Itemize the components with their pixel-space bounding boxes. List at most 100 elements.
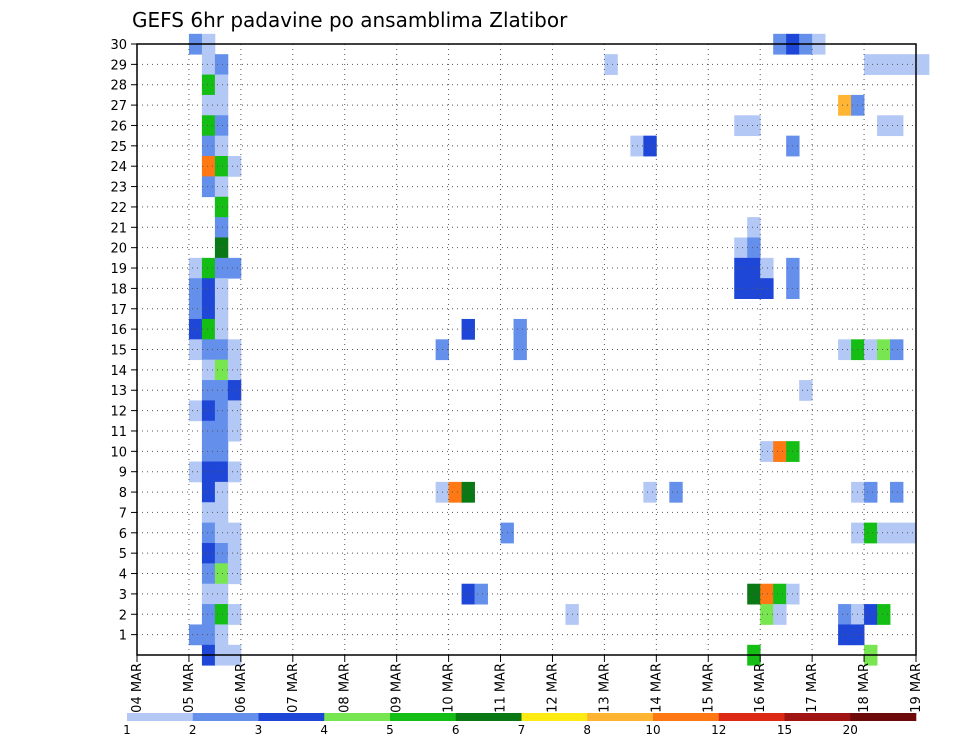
x-tick-label: 18 MAR (857, 663, 872, 713)
heatmap-cell (201, 278, 216, 299)
y-tick-label: 3 (119, 588, 127, 603)
heatmap-cell (214, 94, 229, 116)
heatmap-cell (747, 217, 761, 238)
y-tick-label: 27 (110, 99, 127, 114)
heatmap-cell (760, 441, 774, 462)
heatmap-cell (838, 339, 852, 361)
heatmap-cell (188, 624, 203, 646)
x-tick-label: 13 MAR (597, 663, 612, 713)
heatmap-cell (747, 257, 761, 279)
y-tick-label: 26 (110, 119, 127, 134)
heatmap-cell (201, 74, 216, 96)
heatmap-cell (214, 196, 229, 218)
heatmap-cell (201, 318, 216, 340)
heatmap-cell (214, 115, 229, 137)
y-tick-label: 30 (110, 38, 127, 53)
heatmap-cell (214, 257, 229, 279)
x-axis: 04 MAR 05 MAR 06 MAR 07 MAR 08 MAR 09 MAR 10 M… (130, 655, 924, 713)
heatmap-cell (214, 217, 229, 238)
y-tick-label: 5 (119, 547, 127, 562)
colorbar-label: 20 (843, 723, 858, 737)
heatmap-cell (227, 461, 242, 483)
heatmap-cell (214, 278, 229, 299)
heatmap-cell (214, 624, 229, 646)
y-tick-label: 4 (119, 568, 127, 583)
chart-title: GEFS 6hr padavine po ansamblima Zlatibor (132, 8, 568, 32)
heatmap-cell (188, 461, 203, 483)
heatmap-cell (201, 339, 216, 361)
heatmap-cell (773, 604, 787, 625)
heatmap-cell (760, 604, 774, 625)
y-tick-label: 7 (119, 506, 127, 521)
heatmap-cell (890, 481, 904, 503)
x-tick-label: 16 MAR (753, 663, 768, 713)
heatmap-cell (214, 420, 229, 442)
y-tick-label: 15 (110, 344, 127, 359)
heatmap-cell (201, 257, 216, 279)
heatmap-cell (890, 339, 904, 361)
y-tick-label: 17 (110, 303, 127, 318)
heatmap-cell (188, 400, 203, 422)
heatmap-cell (201, 94, 216, 116)
heatmap-cell (201, 441, 216, 462)
heatmap-cell (188, 257, 203, 279)
y-tick-label: 24 (110, 160, 127, 175)
heatmap-cell (838, 604, 852, 625)
heatmap-cell (513, 318, 527, 340)
heatmap-cell (227, 339, 242, 361)
heatmap-cell (214, 74, 229, 96)
heatmap-cell (227, 604, 242, 625)
heatmap-cell (201, 522, 216, 544)
heatmap-cell (201, 400, 216, 422)
colorbar-swatch (521, 713, 588, 721)
heatmap-cell (903, 522, 917, 544)
heatmap-cell (227, 156, 242, 177)
heatmap-cell (643, 481, 657, 503)
heatmap-cell (864, 604, 878, 625)
heatmap-cell (773, 583, 787, 605)
y-tick-label: 10 (110, 445, 127, 460)
heatmap-cell (604, 54, 618, 75)
heatmap-cell (214, 583, 229, 605)
y-tick-label: 12 (110, 405, 127, 420)
heatmap-cell (877, 339, 891, 361)
x-tick-label: 05 MAR (182, 663, 197, 713)
heatmap-cell (227, 359, 242, 381)
y-tick-label: 29 (110, 58, 127, 73)
heatmap-cell (214, 156, 229, 177)
heatmap-cell (734, 237, 748, 259)
grid-lines (137, 43, 916, 655)
heatmap-cell (864, 481, 878, 503)
heatmap-cell (214, 339, 229, 361)
colorbar-swatch (324, 713, 391, 721)
heatmap-cell (214, 502, 229, 524)
heatmap-cell (643, 135, 657, 157)
colorbar: 1 2 3 4 5 6 7 8 10 12 15 20 (123, 713, 917, 737)
heatmap-cell (214, 481, 229, 503)
x-tick-label: 14 MAR (649, 663, 664, 713)
heatmap-cell (227, 380, 242, 401)
y-tick-label: 13 (110, 384, 127, 399)
heatmap-cell (188, 339, 203, 361)
y-axis: 1234567891011121314151617181920212223242… (110, 38, 137, 644)
heatmap-cell (201, 298, 216, 320)
y-tick-label: 28 (110, 79, 127, 94)
heatmap-cell (734, 278, 748, 299)
heatmap-cell (214, 359, 229, 381)
heatmap-cell (890, 54, 904, 75)
heatmap-cell (864, 522, 878, 544)
x-tick-label: 15 MAR (701, 663, 716, 713)
heatmap-cell (747, 237, 761, 259)
heatmap-cell (838, 624, 852, 646)
colorbar-label: 1 (123, 723, 131, 737)
heatmap-cell (201, 420, 216, 442)
heatmap-cell (201, 176, 216, 198)
x-tick-label: 07 MAR (286, 663, 301, 713)
heatmap-cell (214, 604, 229, 625)
colorbar-swatch (784, 713, 851, 721)
colorbar-label: 3 (255, 723, 263, 737)
heatmap-cell (890, 522, 904, 544)
heatmap-cell (474, 583, 488, 605)
heatmap-cell (734, 115, 748, 137)
heatmap-cell (448, 481, 462, 503)
